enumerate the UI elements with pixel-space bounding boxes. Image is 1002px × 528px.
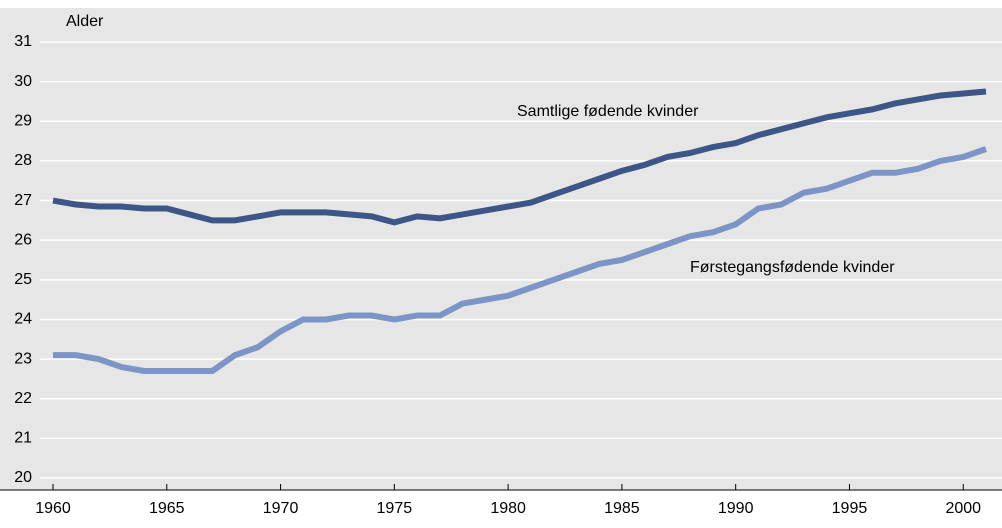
x-tick-label: 1970	[263, 500, 299, 517]
x-tick-label: 1965	[149, 500, 185, 517]
y-axis-label: Alder	[66, 13, 104, 30]
line	[53, 146, 987, 374]
x-tick-label: 1985	[604, 500, 640, 517]
y-tick-label: 24	[14, 311, 32, 328]
y-tick-label: 28	[14, 152, 32, 169]
y-tick-label: 23	[14, 350, 32, 367]
x-tick-label: 1960	[35, 500, 71, 517]
x-tick-label: 1995	[832, 500, 868, 517]
x-tick-label: 2000	[945, 500, 981, 517]
x-tick-label: 1980	[490, 500, 526, 517]
x-tick-label: 1990	[718, 500, 754, 517]
y-tick-label: 31	[14, 33, 32, 50]
line	[52, 88, 987, 226]
y-tick-label: 21	[14, 430, 32, 447]
series-label: Samtlige fødende kvinder	[517, 103, 699, 120]
series-label: Førstegangsfødende kvinder	[690, 259, 895, 276]
plot-background	[0, 8, 1002, 490]
y-tick-label: 26	[14, 231, 32, 248]
y-tick-label: 20	[14, 469, 32, 486]
y-tick-label: 30	[14, 73, 32, 90]
y-tick-label: 22	[14, 390, 32, 407]
y-tick-label: 25	[14, 271, 32, 288]
y-tick-label: 27	[14, 192, 32, 209]
x-tick-label: 1975	[377, 500, 413, 517]
y-tick-label: 29	[14, 112, 32, 129]
